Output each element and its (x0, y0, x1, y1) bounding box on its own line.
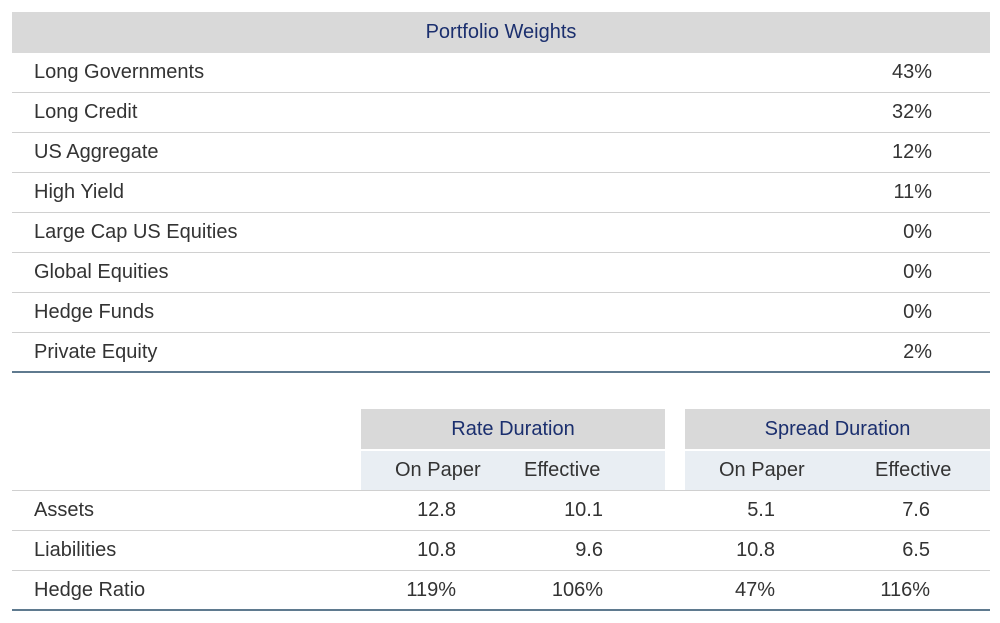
row-value: 0% (903, 261, 932, 283)
rate-effective-value: 10.1 (564, 499, 603, 521)
row-label: Large Cap US Equities (34, 221, 238, 243)
portfolio-weights-table: Portfolio Weights Long Governments 43% L… (12, 12, 990, 373)
spread-effective-value: 6.5 (902, 539, 930, 561)
row-value: 11% (893, 181, 932, 203)
spread-effective-value: 7.6 (902, 499, 930, 521)
row-label: High Yield (34, 181, 125, 203)
rate-duration-subheader: On Paper Effective (361, 451, 665, 490)
table-row: Long Governments 43% (12, 53, 990, 93)
table-row: Global Equities 0% (12, 253, 990, 293)
spread-on-paper-value: 10.8 (736, 539, 775, 561)
table-row: Private Equity 2% (12, 333, 990, 373)
row-label: US Aggregate (34, 141, 159, 163)
spread-duration-header: Spread Duration (685, 409, 990, 449)
table-row: US Aggregate 12% (12, 133, 990, 173)
row-value: 12% (891, 141, 932, 163)
row-value: 32% (891, 101, 932, 123)
rate-on-paper-value: 12.8 (417, 499, 456, 521)
table-row: Assets 12.8 10.1 5.1 7.6 (12, 490, 990, 530)
row-value: 2% (903, 340, 932, 363)
spread-on-paper-value: 47% (734, 579, 775, 601)
row-label: Liabilities (34, 539, 117, 561)
row-label: Hedge Ratio (34, 579, 146, 601)
col-on-paper: On Paper (395, 459, 481, 481)
spread-effective-value: 116% (880, 579, 930, 601)
table-row: Liabilities 10.8 9.6 10.8 6.5 (12, 530, 990, 570)
col-effective: Effective (524, 459, 601, 481)
table-row: Long Credit 32% (12, 93, 990, 133)
table-row: Hedge Funds 0% (12, 293, 990, 333)
portfolio-weights-header: Portfolio Weights (12, 12, 990, 53)
table-row: High Yield 11% (12, 173, 990, 213)
duration-table: Rate Duration Spread Duration On Paper E… (12, 409, 990, 612)
col-effective: Effective (875, 459, 952, 481)
table-row: Large Cap US Equities 0% (12, 213, 990, 253)
row-value: 0% (903, 301, 932, 323)
rate-on-paper-value: 10.8 (417, 539, 456, 561)
rate-effective-value: 9.6 (575, 539, 603, 561)
table-row: Hedge Ratio 119% 106% 47% 116% (12, 570, 990, 610)
row-label: Hedge Funds (34, 301, 155, 323)
row-label: Long Credit (34, 101, 138, 123)
spread-duration-subheader: On Paper Effective (685, 451, 990, 490)
row-label: Private Equity (34, 340, 158, 363)
spread-on-paper-value: 5.1 (747, 499, 775, 521)
col-on-paper: On Paper (719, 459, 805, 481)
row-label: Long Governments (34, 61, 205, 83)
rate-duration-header: Rate Duration (361, 409, 665, 449)
table-bottom-rule (12, 609, 990, 611)
row-value: 0% (903, 221, 932, 243)
row-label: Assets (34, 499, 95, 521)
rate-effective-value: 106% (551, 579, 603, 601)
rate-on-paper-value: 119% (406, 579, 456, 601)
row-label: Global Equities (34, 261, 169, 283)
row-value: 43% (891, 61, 932, 83)
